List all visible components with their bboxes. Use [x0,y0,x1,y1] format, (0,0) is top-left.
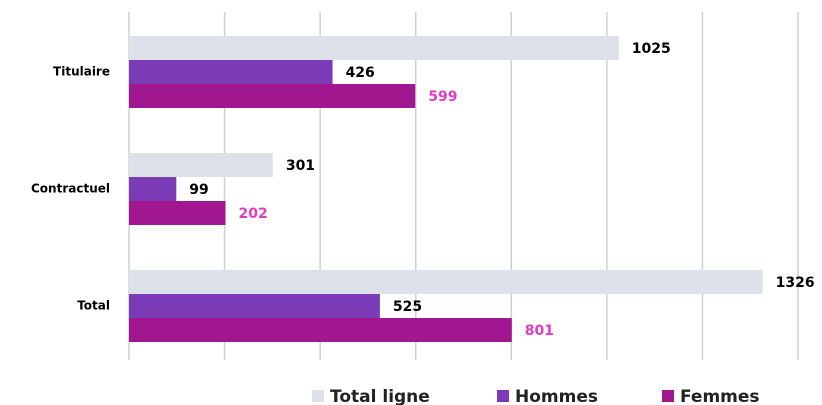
bar [129,201,226,225]
bar [129,318,512,342]
bar [129,60,333,84]
value-label: 1025 [632,41,671,57]
legend-label: Femmes [680,387,760,405]
value-label: 525 [393,299,422,315]
bar [129,36,619,60]
legend-swatch [312,390,324,402]
category-label: Total [77,299,110,313]
value-label: 599 [428,89,457,105]
value-label: 99 [189,182,208,198]
category-label: Titulaire [53,65,110,79]
value-label: 202 [239,206,268,222]
bar [129,294,380,318]
value-label: 426 [346,65,375,81]
legend-label: Hommes [515,387,598,405]
bar [129,153,273,177]
value-label: 301 [286,158,315,174]
category-label: Contractuel [31,182,110,196]
value-label: 1326 [776,275,815,291]
legend-label: Total ligne [330,387,430,405]
legend-swatch [662,390,674,402]
legend-swatch [497,390,509,402]
bar [129,270,763,294]
value-label: 801 [525,323,554,339]
bar [129,177,177,201]
bar [129,84,416,108]
